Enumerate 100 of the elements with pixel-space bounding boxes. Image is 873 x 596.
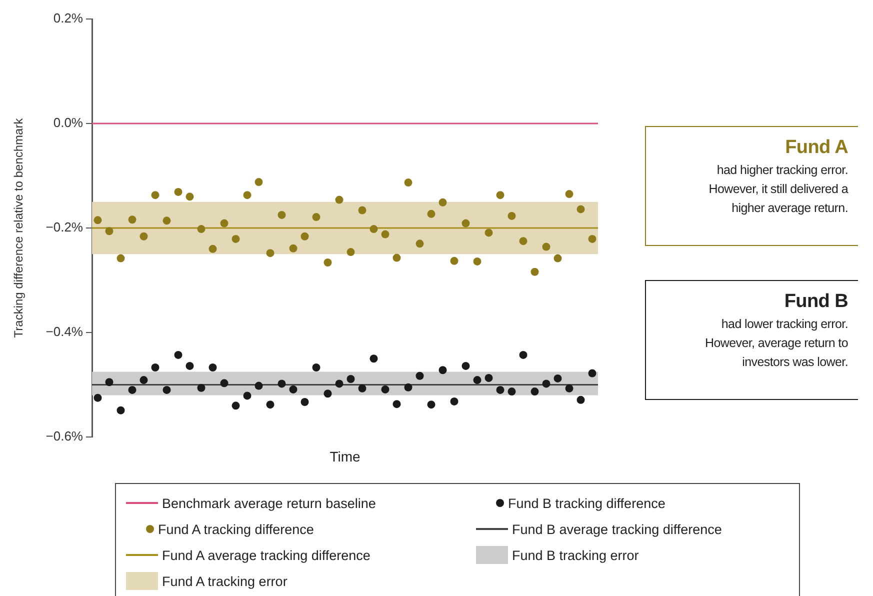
text: Fund A (784, 136, 848, 160)
point (416, 372, 424, 380)
point (220, 219, 228, 228)
point (508, 388, 516, 396)
text: Fund B (783, 290, 848, 314)
point (427, 400, 436, 409)
point (530, 388, 539, 396)
point (381, 385, 390, 394)
point (542, 380, 550, 388)
legend-label: Fund B average tracking difference (512, 522, 722, 536)
point (358, 384, 366, 392)
text: had lower tracking error. However, average return to investors was lower. (704, 316, 848, 371)
point (254, 382, 263, 390)
y-tick-label: 0.0% (53, 115, 84, 130)
point (174, 350, 182, 359)
point (450, 397, 458, 406)
point (473, 257, 482, 266)
point (335, 380, 344, 388)
point (197, 225, 206, 234)
point (530, 268, 539, 276)
legend-label: Fund B tracking difference (508, 496, 666, 510)
legend-label: Fund A average tracking difference (162, 548, 370, 562)
point (151, 364, 160, 372)
y-tick-label: −0.4% (46, 324, 84, 340)
point (324, 258, 332, 266)
point (186, 362, 194, 370)
point (208, 244, 217, 253)
y-tick-label: −0.6% (46, 428, 84, 444)
point (266, 249, 274, 258)
point (392, 254, 401, 262)
point (588, 234, 596, 243)
point (462, 362, 470, 370)
point (324, 390, 332, 398)
point (346, 375, 355, 384)
point (473, 376, 482, 384)
point (392, 400, 401, 408)
point (140, 232, 148, 240)
legend-label: Fund B tracking error (512, 548, 639, 562)
point (404, 178, 412, 187)
point (438, 366, 447, 374)
legend-label: Benchmark average return baseline (162, 496, 376, 510)
point (94, 216, 102, 224)
point (289, 244, 298, 252)
point (438, 198, 447, 206)
legend-label: Fund A tracking error (162, 574, 288, 588)
point (186, 192, 194, 201)
point (243, 191, 252, 200)
point (519, 350, 528, 359)
point (565, 384, 574, 392)
point (232, 402, 240, 410)
point (128, 216, 136, 224)
point (416, 240, 424, 248)
point (588, 369, 596, 378)
point (278, 210, 286, 219)
point (542, 242, 550, 251)
point (576, 396, 585, 404)
y-axis-title: Tracking difference relative to benchmark (12, 117, 26, 338)
y-tick-label: 0.2% (53, 10, 84, 26)
point (358, 206, 366, 214)
point (496, 191, 504, 200)
point (404, 383, 412, 392)
point (197, 384, 206, 392)
point (266, 400, 274, 409)
point (128, 386, 136, 394)
y-tick-label: −0.2% (46, 220, 84, 235)
point (300, 232, 309, 240)
point (496, 386, 504, 394)
point (208, 364, 217, 372)
point (94, 394, 102, 402)
point (151, 191, 160, 200)
point (462, 219, 470, 228)
point (370, 354, 378, 363)
point (484, 374, 493, 382)
point (105, 227, 114, 236)
point (554, 254, 562, 262)
point (116, 406, 125, 414)
point (576, 205, 585, 214)
text: had higher tracking error. However, it still delivered a higher average return. (708, 162, 848, 217)
point (116, 254, 125, 262)
point (162, 216, 171, 225)
point (565, 190, 574, 198)
x-axis-title: Time (330, 448, 361, 464)
point (450, 256, 458, 265)
point (140, 376, 148, 384)
point (519, 237, 528, 246)
point (381, 230, 390, 238)
point (508, 212, 516, 220)
point (289, 385, 298, 394)
point (370, 225, 378, 234)
point (254, 178, 263, 186)
point (243, 392, 252, 400)
point (278, 380, 286, 388)
point (346, 248, 355, 256)
point (484, 228, 493, 237)
point (162, 386, 171, 394)
legend-label: Fund A tracking difference (158, 522, 314, 536)
point (232, 234, 240, 243)
point (220, 379, 228, 388)
point (300, 398, 309, 406)
point (312, 213, 320, 222)
